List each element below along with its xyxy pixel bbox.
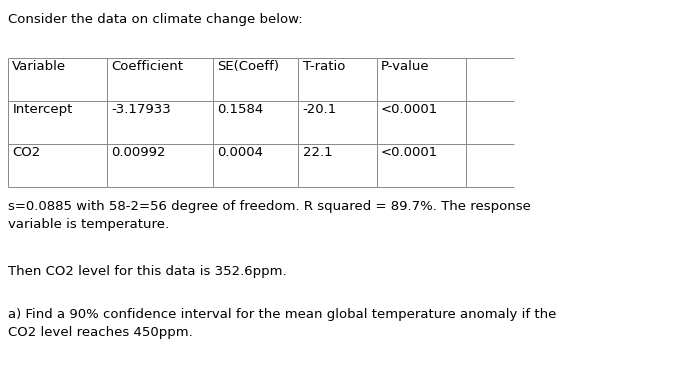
Text: P-value: P-value [381, 60, 430, 73]
Text: a) Find a 90% confidence interval for the mean global temperature anomaly if the: a) Find a 90% confidence interval for th… [8, 308, 557, 339]
Text: 0.1584: 0.1584 [217, 103, 264, 116]
Text: CO2: CO2 [12, 146, 40, 159]
Text: SE(Coeff): SE(Coeff) [217, 60, 279, 73]
Text: -3.17933: -3.17933 [111, 103, 171, 116]
Text: Coefficient: Coefficient [111, 60, 183, 73]
Text: Consider the data on climate change below:: Consider the data on climate change belo… [8, 13, 303, 26]
Text: Then CO2 level for this data is 352.6ppm.: Then CO2 level for this data is 352.6ppm… [8, 265, 287, 278]
Text: s=0.0885 with 58-2=56 degree of freedom. R squared = 89.7%. The response
variabl: s=0.0885 with 58-2=56 degree of freedom.… [8, 200, 531, 231]
Text: <0.0001: <0.0001 [381, 146, 438, 159]
Text: -20.1: -20.1 [303, 103, 337, 116]
Text: T-ratio: T-ratio [303, 60, 345, 73]
Text: Intercept: Intercept [12, 103, 72, 116]
Text: 0.00992: 0.00992 [111, 146, 166, 159]
Text: 22.1: 22.1 [303, 146, 332, 159]
Text: <0.0001: <0.0001 [381, 103, 438, 116]
Text: 0.0004: 0.0004 [217, 146, 263, 159]
Text: Variable: Variable [12, 60, 66, 73]
